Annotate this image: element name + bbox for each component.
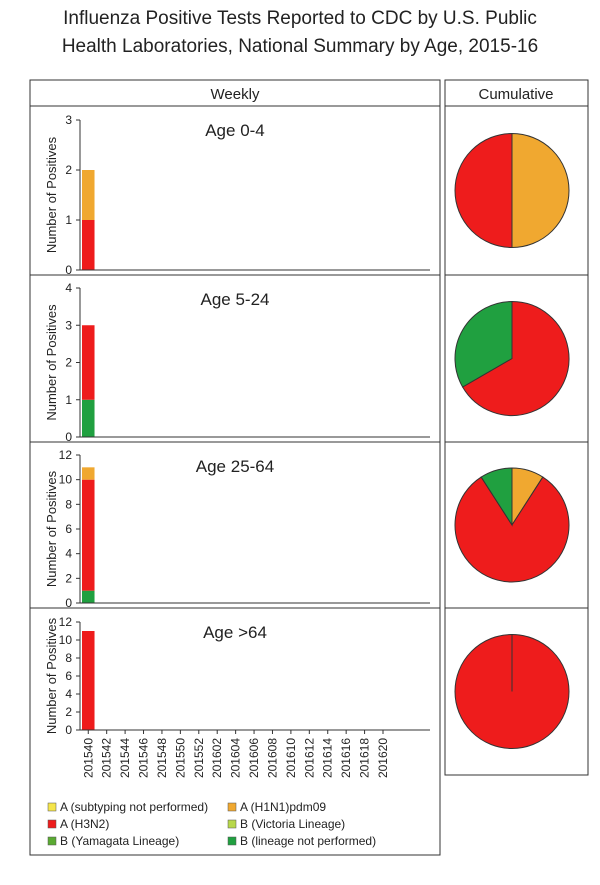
- legend-label: A (H1N1)pdm09: [240, 800, 326, 814]
- x-tick-label: 201544: [118, 738, 132, 778]
- bar: [82, 325, 95, 400]
- y-tick-label: 4: [65, 281, 72, 295]
- bar: [82, 170, 95, 220]
- pie-slice: [454, 300, 513, 388]
- y-tick-label: 2: [65, 571, 72, 585]
- y-tick-label: 12: [59, 615, 73, 629]
- y-tick-label: 2: [65, 163, 72, 177]
- y-tick-label: 8: [65, 497, 72, 511]
- bar: [82, 399, 95, 437]
- y-tick-label: 6: [65, 669, 72, 683]
- y-tick-label: 0: [65, 263, 72, 277]
- x-tick-label: 201610: [284, 738, 298, 778]
- pie-slice: [511, 132, 570, 249]
- x-tick-label: 201542: [100, 738, 114, 778]
- bar: [82, 467, 95, 480]
- x-tick-label: 201606: [247, 738, 261, 778]
- panel-dividers: [30, 274, 588, 609]
- x-tick-label: 201546: [137, 738, 151, 778]
- y-tick-label: 12: [59, 448, 73, 462]
- y-tick-label: 6: [65, 522, 72, 536]
- y-tick-label: 0: [65, 430, 72, 444]
- y-tick-label: 10: [59, 633, 73, 647]
- x-tick-label: 201602: [210, 738, 224, 778]
- title-line: Health Laboratories, National Summary by…: [62, 36, 538, 57]
- title-line: Influenza Positive Tests Reported to CDC…: [63, 8, 537, 29]
- panel-title: Age 0-4: [205, 121, 265, 140]
- y-axis-label: Number of Positives: [44, 470, 59, 587]
- x-tick-label: 201612: [302, 738, 316, 778]
- legend-label: A (subtyping not performed): [60, 800, 208, 814]
- x-tick-label: 201552: [192, 738, 206, 778]
- y-tick-label: 0: [65, 723, 72, 737]
- panel-title: Age >64: [203, 623, 267, 642]
- x-tick-label: 201550: [173, 738, 187, 778]
- y-tick-label: 4: [65, 687, 72, 701]
- x-tick-label: 201616: [339, 738, 353, 778]
- legend-label: B (Victoria Lineage): [240, 817, 345, 831]
- legend-label: A (H3N2): [60, 817, 109, 831]
- pie-slice: [480, 467, 513, 527]
- legend-swatch: [227, 802, 237, 812]
- cumulative-frame: [444, 79, 589, 776]
- bar: [82, 590, 95, 603]
- legend-swatch: [47, 819, 57, 829]
- y-axis-label: Number of Positives: [44, 136, 59, 253]
- pie-slice: [454, 476, 570, 583]
- x-tick-label: 201614: [321, 738, 335, 778]
- panel-title: Age 5-24: [201, 290, 270, 309]
- y-tick-label: 10: [59, 473, 73, 487]
- pie-slice: [461, 300, 570, 416]
- x-tick-label: 201604: [229, 738, 243, 778]
- legend-label: B (lineage not performed): [240, 834, 376, 848]
- bar: [82, 220, 95, 270]
- y-tick-label: 4: [65, 547, 72, 561]
- y-tick-label: 0: [65, 596, 72, 610]
- y-tick-label: 2: [65, 356, 72, 370]
- legend-swatch: [47, 802, 57, 812]
- pie-slice: [454, 132, 513, 249]
- y-axis-label: Number of Positives: [44, 617, 59, 734]
- legend-label: B (Yamagata Lineage): [60, 834, 179, 848]
- y-tick-label: 1: [65, 213, 72, 227]
- legend-swatch: [47, 836, 57, 846]
- y-tick-label: 8: [65, 651, 72, 665]
- x-tick-label: 201540: [81, 738, 95, 778]
- y-tick-label: 1: [65, 393, 72, 407]
- panel-title: Age 25-64: [196, 457, 274, 476]
- bar: [82, 631, 95, 730]
- bar: [82, 479, 95, 591]
- y-tick-label: 3: [65, 318, 72, 332]
- y-tick-label: 3: [65, 113, 72, 127]
- cumulative-header: Cumulative: [478, 86, 553, 103]
- legend-swatch: [227, 836, 237, 846]
- x-tick-label: 201618: [358, 738, 372, 778]
- y-axis-label: Number of Positives: [44, 304, 59, 421]
- x-tick-label: 201548: [155, 738, 169, 778]
- legend-swatch: [227, 819, 237, 829]
- x-tick-label: 201620: [376, 738, 390, 778]
- weekly-frame: [29, 79, 441, 856]
- weekly-header: Weekly: [211, 86, 260, 103]
- y-tick-label: 2: [65, 705, 72, 719]
- x-tick-label: 201608: [265, 738, 279, 778]
